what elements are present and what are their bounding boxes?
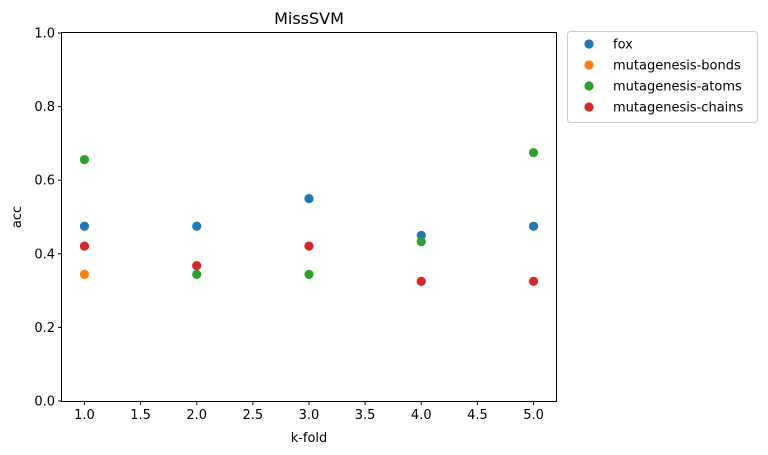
y-tick-label: 0.6	[34, 174, 55, 189]
legend-frame	[567, 31, 758, 123]
point-mutagenesis-chains	[528, 276, 539, 286]
point-mutagenesis-atoms	[79, 154, 90, 165]
legend-label: mutagenesis-bonds	[613, 59, 741, 74]
point-fox	[528, 221, 539, 231]
x-tick-label: 4.5	[467, 408, 488, 423]
x-tick-label: 4.0	[411, 408, 432, 423]
legend-label: mutagenesis-chains	[613, 101, 744, 116]
legend-marker-mutagenesis-atoms	[584, 81, 594, 91]
legend-marker-mutagenesis-chains	[584, 102, 594, 112]
chart-title: MissSVM	[274, 9, 344, 28]
point-mutagenesis-atoms	[528, 148, 539, 158]
point-mutagenesis-chains	[416, 276, 426, 286]
plot-area-frame	[61, 32, 557, 402]
y-tick-label: 0.0	[34, 395, 55, 410]
point-mutagenesis-chains	[304, 241, 314, 251]
point-mutagenesis-atoms	[416, 237, 426, 247]
point-mutagenesis-chains	[192, 260, 202, 271]
x-tick-label: 3.5	[355, 408, 376, 423]
point-fox	[79, 221, 90, 231]
legend-marker-mutagenesis-bonds	[584, 60, 594, 70]
x-tick-label: 1.5	[130, 408, 151, 423]
x-tick-label: 3.0	[299, 408, 320, 423]
point-mutagenesis-atoms	[192, 269, 202, 280]
legend-marker-fox	[584, 39, 594, 49]
y-tick-label: 1.0	[34, 27, 55, 42]
legend-label: mutagenesis-atoms	[613, 80, 742, 95]
legend: fox mutagenesis-bonds mutagenesis-atoms mut…	[567, 31, 758, 123]
x-axis-label: k-fold	[291, 431, 328, 446]
y-tick-label: 0.8	[34, 100, 55, 115]
point-fox	[304, 194, 314, 204]
y-axis-label: acc	[10, 206, 25, 228]
x-tick-label: 1.0	[74, 408, 95, 423]
point-mutagenesis-chains	[79, 241, 90, 251]
point-fox	[192, 221, 202, 231]
point-mutagenesis-atoms	[304, 269, 314, 280]
legend-label: fox	[613, 38, 633, 53]
x-tick-label: 2.0	[186, 408, 207, 423]
point-mutagenesis-bonds	[79, 269, 90, 280]
data-points	[79, 148, 539, 286]
y-tick-label: 0.4	[34, 247, 55, 262]
x-tick-label: 2.5	[243, 408, 264, 423]
y-axis-ticks: 0.0 0.2 0.4 0.6 0.8 1.0	[34, 27, 62, 410]
x-axis-ticks: 1.0 1.5 2.0 2.5 3.0 3.5 4.0 4.5 5.0	[74, 401, 544, 423]
y-tick-label: 0.2	[34, 321, 55, 336]
x-tick-label: 5.0	[523, 408, 544, 423]
